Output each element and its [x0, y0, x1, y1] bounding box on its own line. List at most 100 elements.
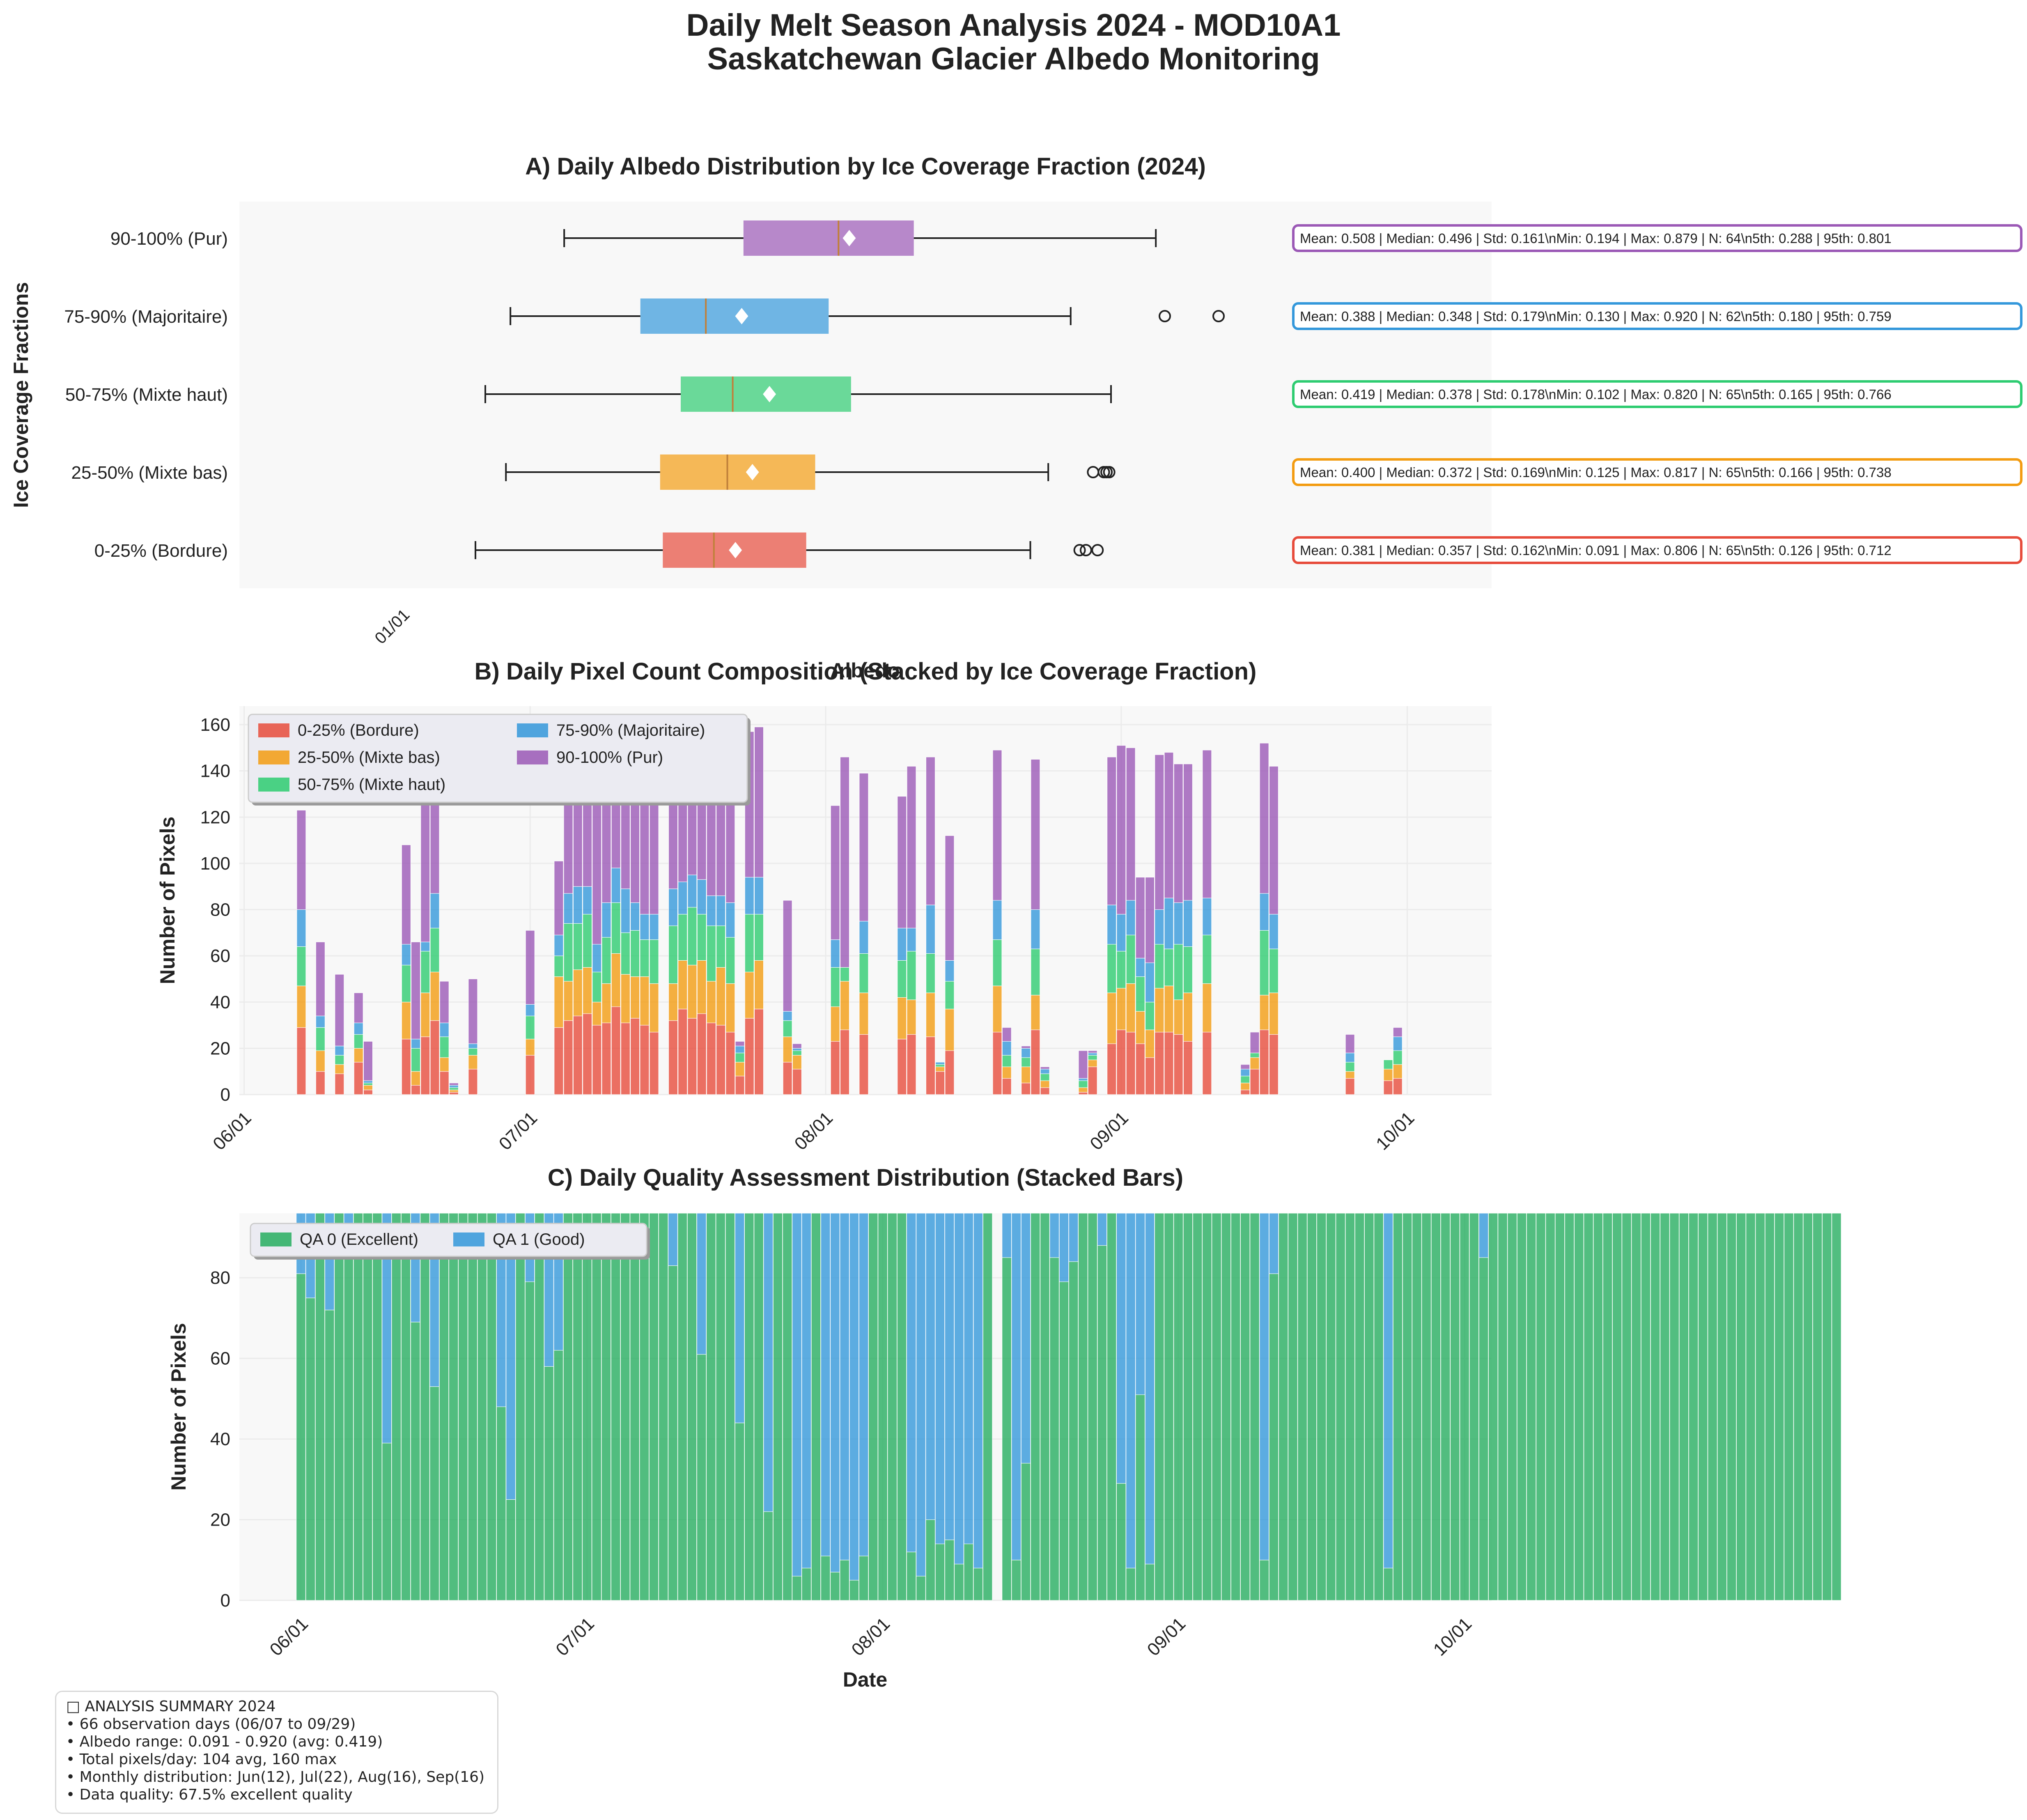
day-bar-09-14 — [1240, 1064, 1250, 1095]
stats-text: Mean: 0.400 | Median: 0.372 | Std: 0.169… — [1300, 465, 1892, 480]
day-bar-07-12 — [630, 757, 640, 1095]
bar-segment-qa1 — [792, 1213, 802, 1577]
qa-day-bar — [1021, 1213, 1031, 1601]
bar-segment-qa0 — [763, 1511, 774, 1601]
bar-segment — [1269, 1034, 1279, 1095]
day-bar-09-07 — [1173, 764, 1183, 1095]
bar-segment — [897, 960, 907, 998]
box-3 — [510, 298, 1225, 334]
bar-segment-qa0 — [1688, 1213, 1699, 1601]
bar-segment-qa0 — [563, 1213, 573, 1601]
bar-segment — [1393, 1027, 1403, 1037]
bar-segment — [363, 1085, 373, 1090]
bar-segment — [611, 868, 621, 903]
bar-segment-qa1 — [916, 1213, 926, 1577]
bar-segment — [554, 1027, 564, 1095]
bar-segment — [1107, 992, 1117, 1044]
bar-segment — [725, 902, 735, 938]
x-axis-label: Date — [843, 1668, 887, 1691]
bar-segment — [1164, 897, 1174, 949]
bar-segment-qa0 — [1354, 1213, 1365, 1601]
stats-box-frame — [1292, 224, 2022, 252]
bar-segment — [401, 1002, 411, 1040]
bar-segment — [335, 1055, 344, 1065]
bar-segment-qa0 — [754, 1213, 764, 1601]
bar-segment — [449, 1092, 459, 1095]
bar-segment — [792, 1050, 802, 1056]
day-bar-08-31 — [1107, 757, 1117, 1095]
y-tick-label: 60 — [210, 946, 230, 966]
qa-day-bar — [1812, 1213, 1823, 1601]
bar-segment — [735, 1053, 745, 1063]
bar-segment — [830, 967, 840, 1007]
day-bar-09-10 — [1202, 750, 1212, 1095]
bar-segment-qa0 — [1622, 1213, 1632, 1601]
qa-day-bar — [1011, 1213, 1022, 1601]
y-tick-label: 100 — [200, 854, 230, 874]
bar-segment-qa0 — [1812, 1213, 1823, 1601]
day-bar-09-04 — [1145, 877, 1155, 1095]
bar-segment — [859, 1034, 869, 1095]
qa-day-bar — [544, 1213, 554, 1601]
qa-day-bar — [801, 1213, 811, 1601]
bar-segment-qa0 — [1526, 1213, 1536, 1601]
bar-segment — [1040, 1080, 1050, 1088]
bar-segment — [830, 1041, 840, 1095]
bar-segment — [935, 1064, 945, 1067]
bar-segment — [935, 1062, 945, 1065]
bar-segment-qa0 — [601, 1213, 611, 1601]
qa-day-bar — [878, 1213, 888, 1601]
bar-segment-qa0 — [1173, 1213, 1183, 1601]
mean-marker — [729, 542, 742, 558]
qa-day-bar — [706, 1213, 716, 1601]
qa-day-bar — [1660, 1213, 1670, 1601]
bar-segment-qa1 — [1126, 1213, 1136, 1568]
bar-segment — [468, 1069, 478, 1095]
qa-day-bar — [1545, 1213, 1555, 1601]
bar-segment-qa1 — [1068, 1213, 1079, 1262]
bar-segment — [725, 983, 735, 1033]
bar-segment — [945, 981, 955, 1010]
qa-day-bar — [1736, 1213, 1746, 1601]
bar-segment-qa0 — [496, 1407, 506, 1601]
day-bar-07-28 — [783, 900, 792, 1095]
day-bar-06-19 — [411, 941, 421, 1095]
bar-segment-qa0 — [716, 1213, 725, 1601]
bar-segment-qa0 — [572, 1213, 583, 1601]
day-bar-08-02 — [830, 805, 840, 1095]
y-tick-label: 0-25% (Bordure) — [94, 541, 228, 561]
bar-segment — [907, 766, 916, 929]
day-bar-08-12 — [925, 757, 935, 1095]
bar-segment — [1078, 1078, 1088, 1081]
qa-day-bar — [296, 1213, 306, 1601]
qa-day-bar — [1326, 1213, 1336, 1601]
bar-segment — [668, 925, 678, 984]
qa-day-bar — [849, 1213, 859, 1601]
bar-segment-qa0 — [630, 1213, 640, 1601]
qa-day-bar — [649, 1213, 659, 1601]
qa-day-bar — [1002, 1213, 1012, 1601]
box-iqr — [743, 220, 914, 256]
bar-segment — [1183, 764, 1193, 901]
bar-segment — [620, 1022, 630, 1095]
bar-segment — [296, 1027, 306, 1095]
bar-segment — [601, 902, 611, 938]
bar-segment — [992, 985, 1002, 1033]
box-0 — [475, 532, 1104, 568]
bar-segment — [1040, 1066, 1050, 1070]
qa-day-bar — [744, 1213, 754, 1601]
qa-day-bar — [1602, 1213, 1613, 1601]
bar-segment-qa0 — [1412, 1213, 1422, 1601]
bar-segment — [354, 1048, 363, 1063]
qa-day-bar — [1746, 1213, 1756, 1601]
bar-segment-qa0 — [782, 1213, 792, 1601]
bar-segment — [1173, 1034, 1183, 1095]
bar-segment-qa0 — [620, 1213, 630, 1601]
bar-segment — [620, 888, 630, 933]
qa-day-bar — [935, 1213, 945, 1601]
bar-segment-qa0 — [515, 1213, 526, 1601]
bar-segment — [1126, 983, 1136, 1033]
bar-segment — [840, 757, 849, 968]
bar-segment — [1383, 1060, 1393, 1070]
bar-segment — [1183, 1041, 1193, 1095]
